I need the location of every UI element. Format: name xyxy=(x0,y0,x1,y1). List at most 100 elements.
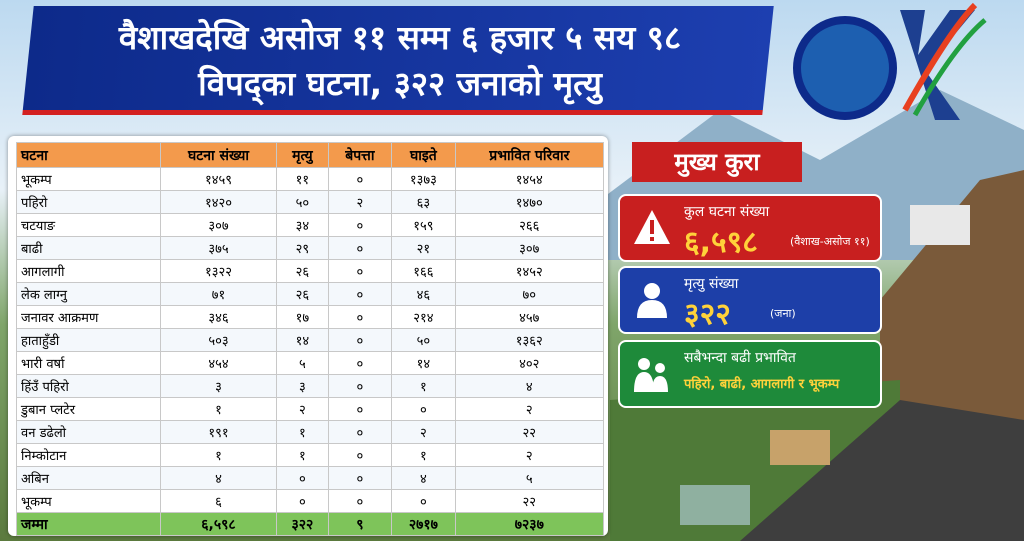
table-cell: ३७५ xyxy=(159,236,278,260)
table-cell: ४५७ xyxy=(454,305,605,329)
table-cell: ० xyxy=(327,397,393,421)
table-cell: १३७३ xyxy=(391,167,456,191)
table-cell: १४ xyxy=(276,328,329,352)
table-cell: निम्कोटान xyxy=(16,443,161,467)
table-row: बाढी ३७५ २९ ० २१ ३०७ xyxy=(16,236,605,260)
table-cell: ० xyxy=(327,167,393,191)
card-value: ६,५९८ xyxy=(684,225,758,260)
table-cell: अबिन xyxy=(16,466,161,490)
table-cell: आगलागी xyxy=(16,259,161,283)
table-cell: १ xyxy=(159,397,278,421)
table-cell: ४ xyxy=(454,374,605,398)
table-cell: १६६ xyxy=(391,259,456,283)
table-cell: १ xyxy=(391,443,456,467)
table-cell: ३ xyxy=(159,374,278,398)
table-cell: ० xyxy=(327,213,393,237)
table-cell: १४५४ xyxy=(454,167,605,191)
table-cell: ५ xyxy=(276,351,329,375)
total-cell: ६,५९८ xyxy=(159,512,278,536)
table-cell: २१ xyxy=(391,236,456,260)
table-cell: १ xyxy=(391,374,456,398)
table-cell: १४ xyxy=(391,351,456,375)
total-cell: २७१७ xyxy=(391,512,456,536)
table-cell: भूकम्प xyxy=(16,167,161,191)
table-cell: ६३ xyxy=(391,190,456,214)
table-cell: १ xyxy=(159,443,278,467)
table-cell: १७ xyxy=(276,305,329,329)
table-cell: १४७० xyxy=(454,190,605,214)
table-cell: ० xyxy=(327,466,393,490)
table-row: भूकम्प ६ ० ० ० २२ xyxy=(16,489,605,513)
table-cell: १५९ xyxy=(391,213,456,237)
table-cell: ० xyxy=(327,420,393,444)
column-header: घाइते xyxy=(391,142,456,168)
table-cell: ४६ xyxy=(391,282,456,306)
card-note: (वैशाख-असोज ११) xyxy=(790,235,870,248)
card-label: मृत्यु संख्या xyxy=(684,276,739,292)
table-cell: बाढी xyxy=(16,236,161,260)
table-cell: भारी वर्षा xyxy=(16,351,161,375)
highlights-title: मुख्य कुरा xyxy=(632,142,802,182)
table-row: जनावर आक्रमण ३४६ १७ ० २१४ ४५७ xyxy=(16,305,605,329)
table-cell: १ xyxy=(276,420,329,444)
table-cell: १९१ xyxy=(159,420,278,444)
table-row: डुबान प्लटेर १ २ ० ० २ xyxy=(16,397,605,421)
table-cell: जनावर आक्रमण xyxy=(16,305,161,329)
table-cell: ५० xyxy=(276,190,329,214)
table-cell: ४५४ xyxy=(159,351,278,375)
total-cell: ३२२ xyxy=(276,512,329,536)
header-row: घटना घटना संख्या मृत्यु बेपत्ता घाइते प्रभावि… xyxy=(16,142,605,168)
table-cell: ० xyxy=(327,305,393,329)
card-note: (जना) xyxy=(770,307,796,320)
table-cell: २२ xyxy=(454,420,605,444)
table-cell: १३२२ xyxy=(159,259,278,283)
table-cell: ० xyxy=(391,489,456,513)
table-cell: ४ xyxy=(159,466,278,490)
table-cell: ६ xyxy=(159,489,278,513)
table-cell: २ xyxy=(454,443,605,467)
table-row: पहिरो १४२० ५० २ ६३ १४७० xyxy=(16,190,605,214)
table-cell: ५०३ xyxy=(159,328,278,352)
table-cell: ७१ xyxy=(159,282,278,306)
table-cell: ४ xyxy=(391,466,456,490)
table-row: निम्कोटान १ १ ० १ २ xyxy=(16,443,605,467)
table-cell: २९ xyxy=(276,236,329,260)
column-header: घटना xyxy=(16,142,161,168)
table-cell: ० xyxy=(327,351,393,375)
card: सबैभन्दा बढी प्रभावित पहिरो, बाढी, आगलाग… xyxy=(618,340,882,408)
column-header: घटना संख्या xyxy=(159,142,278,168)
table-cell: ४०२ xyxy=(454,351,605,375)
table-cell: १४२० xyxy=(159,190,278,214)
table-cell: ७० xyxy=(454,282,605,306)
title-line: वैशाखदेखि असोज ११ सम्म ६ हजार ५ सय ९८ xyxy=(118,18,682,57)
table-row: चटयाङ ३०७ ३४ ० १५९ २६६ xyxy=(16,213,605,237)
table-cell: ३०७ xyxy=(454,236,605,260)
table-cell: २६ xyxy=(276,282,329,306)
table-row: भूकम्प १४५९ ११ ० १३७३ १४५४ xyxy=(16,167,605,191)
table-row: हिंउँ पहिरो ३ ३ ० १ ४ xyxy=(16,374,605,398)
table-cell: ० xyxy=(327,489,393,513)
card-value: पहिरो, बाढी, आगलागी र भूकम्प xyxy=(684,377,840,392)
table-cell: ० xyxy=(327,374,393,398)
table-cell: चटयाङ xyxy=(16,213,161,237)
table-cell: हाताहुँडी xyxy=(16,328,161,352)
table-cell: २ xyxy=(327,190,393,214)
person-icon xyxy=(637,283,667,318)
table-cell: ० xyxy=(391,397,456,421)
table-cell: १४५९ xyxy=(159,167,278,191)
warning-icon xyxy=(634,210,670,244)
card: कुल घटना संख्या ६,५९८ (वैशाख-असोज ११) xyxy=(618,194,882,262)
title-line: विपद्का घटना, ३२२ जनाको मृत्यु xyxy=(198,64,602,103)
table-cell: ५० xyxy=(391,328,456,352)
total-cell: ७२३७ xyxy=(454,512,605,536)
total-cell: जम्मा xyxy=(16,512,161,536)
table-cell: २ xyxy=(454,397,605,421)
card-value: ३२२ xyxy=(684,297,731,332)
table-row: लेक लाग्नु ७१ २६ ० ४६ ७० xyxy=(16,282,605,306)
table-cell: वन डढेलो xyxy=(16,420,161,444)
table-row: आगलागी १३२२ २६ ० १६६ १४५२ xyxy=(16,259,605,283)
card-label: सबैभन्दा बढी प्रभावित xyxy=(684,350,796,366)
total-row: जम्मा ६,५९८ ३२२ ९ २७१७ ७२३७ xyxy=(16,512,605,536)
card: मृत्यु संख्या ३२२ (जना) xyxy=(618,266,882,334)
